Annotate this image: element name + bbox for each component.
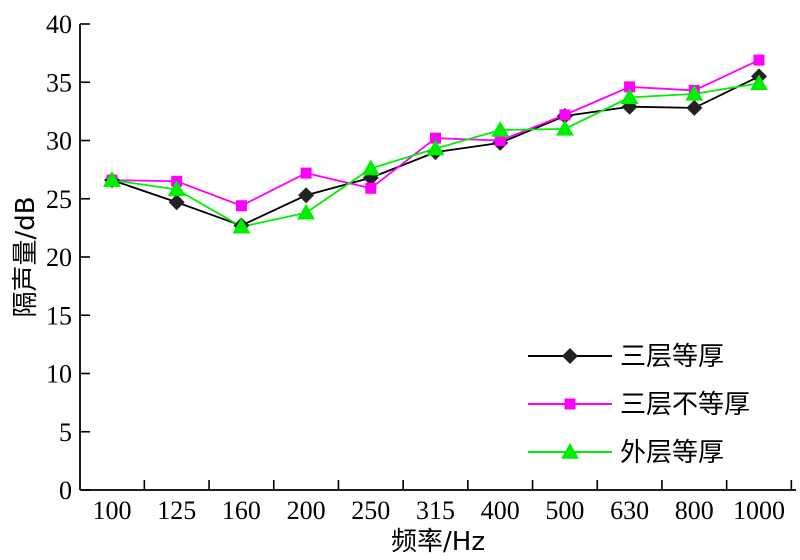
data-point-series-3 (297, 203, 316, 220)
data-point-series-3 (361, 159, 380, 176)
legend-label: 三层不等厚 (620, 390, 750, 420)
data-point-series-3 (491, 121, 510, 137)
legend-label: 三层等厚 (620, 342, 724, 372)
data-point-series-1 (168, 194, 185, 211)
data-point-series-2 (494, 135, 506, 146)
x-axis-title: 频率/Hz (391, 527, 485, 557)
series-markers (103, 54, 768, 234)
y-tick-label: 30 (46, 127, 72, 156)
y-tick-label: 15 (46, 301, 72, 330)
data-point-series-3 (555, 119, 574, 136)
y-tick-label: 25 (46, 185, 72, 214)
data-point-series-3 (620, 88, 639, 105)
x-ticks: 100 125 160 200 250 315 400 500 630 800 1000 (93, 480, 793, 525)
data-point-series-2 (559, 109, 571, 121)
y-tick-label: 5 (59, 418, 72, 447)
data-point-series-3 (426, 139, 445, 156)
legend-marker (562, 348, 578, 364)
data-point-series-3 (232, 217, 251, 234)
legend-label: 外层等厚 (620, 438, 724, 468)
x-tick-label: 400 (481, 496, 520, 525)
x-tick-label: 125 (157, 496, 196, 525)
data-point-series-2 (235, 200, 247, 212)
data-point-series-3 (750, 74, 768, 91)
x-tick-label: 200 (287, 496, 326, 525)
x-tick-label: 100 (93, 496, 132, 525)
x-tick-label: 250 (351, 496, 390, 525)
y-tick-label: 20 (46, 243, 72, 272)
data-point-series-2 (624, 81, 636, 93)
data-point-series-3 (167, 180, 186, 197)
data-point-series-1 (298, 187, 315, 204)
y-axis-title: 隔声量/dB (11, 196, 41, 317)
data-point-series-2 (300, 167, 312, 179)
y-tick-label: 40 (46, 10, 72, 39)
x-tick-label: 800 (675, 496, 714, 525)
data-point-series-3 (103, 171, 121, 187)
y-tick-label: 35 (46, 68, 72, 97)
y-ticks: 0 5 10 15 20 25 30 35 40 (46, 10, 90, 505)
data-point-series-2 (753, 54, 765, 66)
x-tick-label: 630 (610, 496, 649, 525)
legend-marker (564, 398, 576, 410)
data-point-series-2 (365, 182, 377, 194)
data-point-series-2 (430, 132, 441, 144)
x-tick-label: 315 (416, 496, 455, 525)
x-tick-label: 500 (545, 496, 584, 525)
x-tick-label: 160 (222, 496, 261, 525)
data-point-series-3 (685, 84, 704, 101)
x-tick-label: 1000 (733, 496, 785, 525)
y-tick-label: 10 (46, 360, 72, 389)
data-point-series-1 (686, 99, 703, 116)
y-tick-label: 0 (59, 476, 72, 505)
legend-marker (561, 443, 579, 459)
